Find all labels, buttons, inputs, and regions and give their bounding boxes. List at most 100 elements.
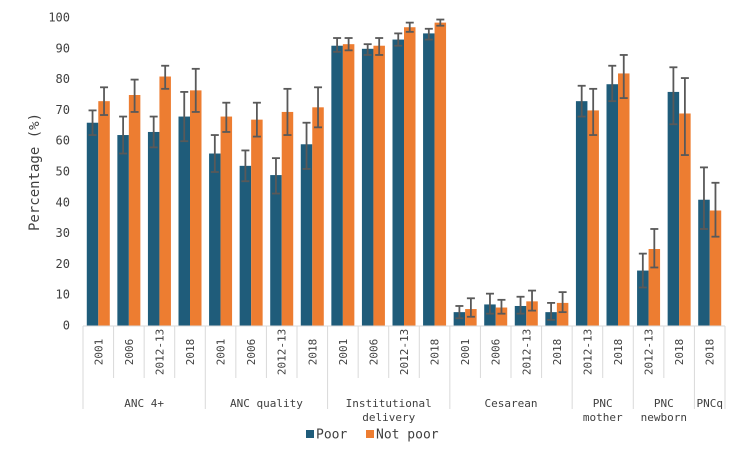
group-label-line: mother bbox=[583, 411, 623, 424]
category-label: 2001 bbox=[337, 339, 350, 366]
bar-not-poor bbox=[373, 45, 385, 326]
bar-not-poor bbox=[404, 27, 416, 327]
y-tick-label: 50 bbox=[56, 165, 70, 179]
bar-not-poor bbox=[709, 210, 722, 326]
group-label-line: ANC 4+ bbox=[124, 397, 164, 410]
group-label-line: delivery bbox=[362, 411, 415, 424]
bar-not-poor bbox=[526, 301, 538, 326]
bar-not-poor bbox=[648, 249, 661, 326]
bar-not-poor bbox=[312, 107, 324, 326]
bar-poor bbox=[178, 116, 190, 326]
category-label: 2012-13 bbox=[520, 329, 533, 375]
group-label: ANC 4+ bbox=[124, 397, 164, 410]
category-label: 2012-13 bbox=[153, 329, 166, 375]
category-label: 2006 bbox=[123, 339, 136, 366]
group-label: Cesarean bbox=[485, 397, 538, 410]
bar-poor bbox=[300, 144, 313, 326]
legend-label-not-poor: Not poor bbox=[376, 428, 439, 443]
group-label-line: newborn bbox=[641, 411, 687, 424]
legend-label-poor: Poor bbox=[316, 428, 347, 443]
category-label: 2006 bbox=[367, 339, 380, 366]
category-label: 2012-13 bbox=[276, 329, 289, 375]
group-label: Institutional delivery bbox=[346, 397, 432, 424]
bar-poor bbox=[423, 33, 435, 327]
y-tick-label: 60 bbox=[56, 134, 70, 148]
y-tick-label: 0 bbox=[63, 319, 70, 333]
bar-poor bbox=[637, 270, 649, 326]
y-tick-label: 100 bbox=[48, 11, 70, 25]
bar-not-poor bbox=[281, 111, 294, 326]
bar-poor bbox=[575, 101, 588, 326]
category-label: 2018 bbox=[551, 339, 564, 366]
category-label: 2001 bbox=[459, 339, 472, 366]
group-label-line: ANC quality bbox=[230, 397, 303, 410]
category-label: 2018 bbox=[184, 339, 197, 366]
y-axis-title-group: Percentage (%) bbox=[27, 113, 43, 231]
bar-poor bbox=[209, 153, 221, 326]
bar-poor bbox=[270, 175, 282, 326]
y-axis: 0 10 20 30 40 50 60 70 80 90 100 bbox=[48, 11, 70, 333]
bar-not-poor bbox=[618, 73, 630, 326]
bar-poor bbox=[86, 122, 99, 326]
bar-not-poor bbox=[556, 302, 569, 326]
y-tick-label: 80 bbox=[56, 72, 70, 86]
y-tick-label: 70 bbox=[56, 103, 70, 117]
category-label: 2006 bbox=[245, 339, 258, 366]
category-label: 2001 bbox=[215, 339, 228, 366]
bar-poor bbox=[331, 45, 343, 326]
category-label: 2012-13 bbox=[643, 329, 656, 375]
bar-poor bbox=[698, 199, 710, 326]
bar-poor bbox=[239, 165, 252, 326]
category-label: 2018 bbox=[704, 339, 717, 366]
bar-not-poor bbox=[128, 95, 141, 326]
category-label: 2018 bbox=[306, 339, 319, 366]
category-label: 2001 bbox=[92, 339, 105, 366]
bar-poor bbox=[667, 91, 680, 326]
bar-not-poor bbox=[587, 110, 599, 327]
bar-poor bbox=[361, 48, 374, 327]
group-label: PNCq bbox=[696, 397, 723, 410]
category-label: 2012-13 bbox=[398, 329, 411, 375]
legend-swatch-poor bbox=[306, 430, 314, 438]
bar-poor bbox=[392, 39, 404, 327]
group-label: PNC mother bbox=[583, 397, 623, 424]
bar-poor bbox=[147, 131, 160, 326]
group-label: PNC newborn bbox=[641, 397, 687, 424]
bar-not-poor bbox=[251, 119, 263, 326]
bar-not-poor bbox=[220, 116, 233, 326]
x-axis: 2001 2006 2012-13 2018 2001 2006 2012-13 2018 20… bbox=[82, 325, 726, 424]
bar-poor bbox=[606, 84, 618, 326]
bar-not-poor bbox=[434, 22, 447, 327]
legend: Poor Not poor bbox=[306, 428, 439, 443]
category-label: 2006 bbox=[490, 339, 503, 366]
bar-not-poor bbox=[342, 44, 355, 327]
bar-not-poor bbox=[679, 113, 691, 326]
group-label: ANC quality bbox=[230, 397, 303, 410]
y-axis-title: Percentage (%) bbox=[27, 113, 43, 231]
group-label-line: PNCq bbox=[696, 397, 723, 410]
y-tick-label: 10 bbox=[56, 288, 70, 302]
group-label-line: PNC bbox=[593, 397, 613, 410]
y-tick-label: 90 bbox=[56, 41, 70, 55]
bar-not-poor bbox=[495, 307, 508, 326]
bar-poor bbox=[117, 135, 129, 326]
group-label-line: Cesarean bbox=[485, 397, 538, 410]
category-label: 2018 bbox=[429, 339, 442, 366]
bar-poor bbox=[484, 304, 496, 326]
bar-not-poor bbox=[98, 101, 110, 326]
error-bars bbox=[88, 18, 720, 321]
y-tick-label: 30 bbox=[56, 226, 70, 240]
y-tick-label: 20 bbox=[56, 257, 70, 271]
group-label-line: PNC bbox=[654, 397, 674, 410]
bar-poor bbox=[514, 305, 527, 326]
category-label: 2018 bbox=[612, 339, 625, 366]
bars bbox=[86, 22, 722, 327]
group-label-line: Institutional bbox=[346, 397, 432, 410]
category-label: 2012-13 bbox=[581, 329, 594, 375]
y-tick-label: 40 bbox=[56, 195, 70, 209]
legend-swatch-not-poor bbox=[366, 430, 374, 438]
category-label: 2018 bbox=[673, 339, 686, 366]
bar-not-poor bbox=[190, 90, 202, 326]
bar-not-poor bbox=[159, 76, 171, 327]
